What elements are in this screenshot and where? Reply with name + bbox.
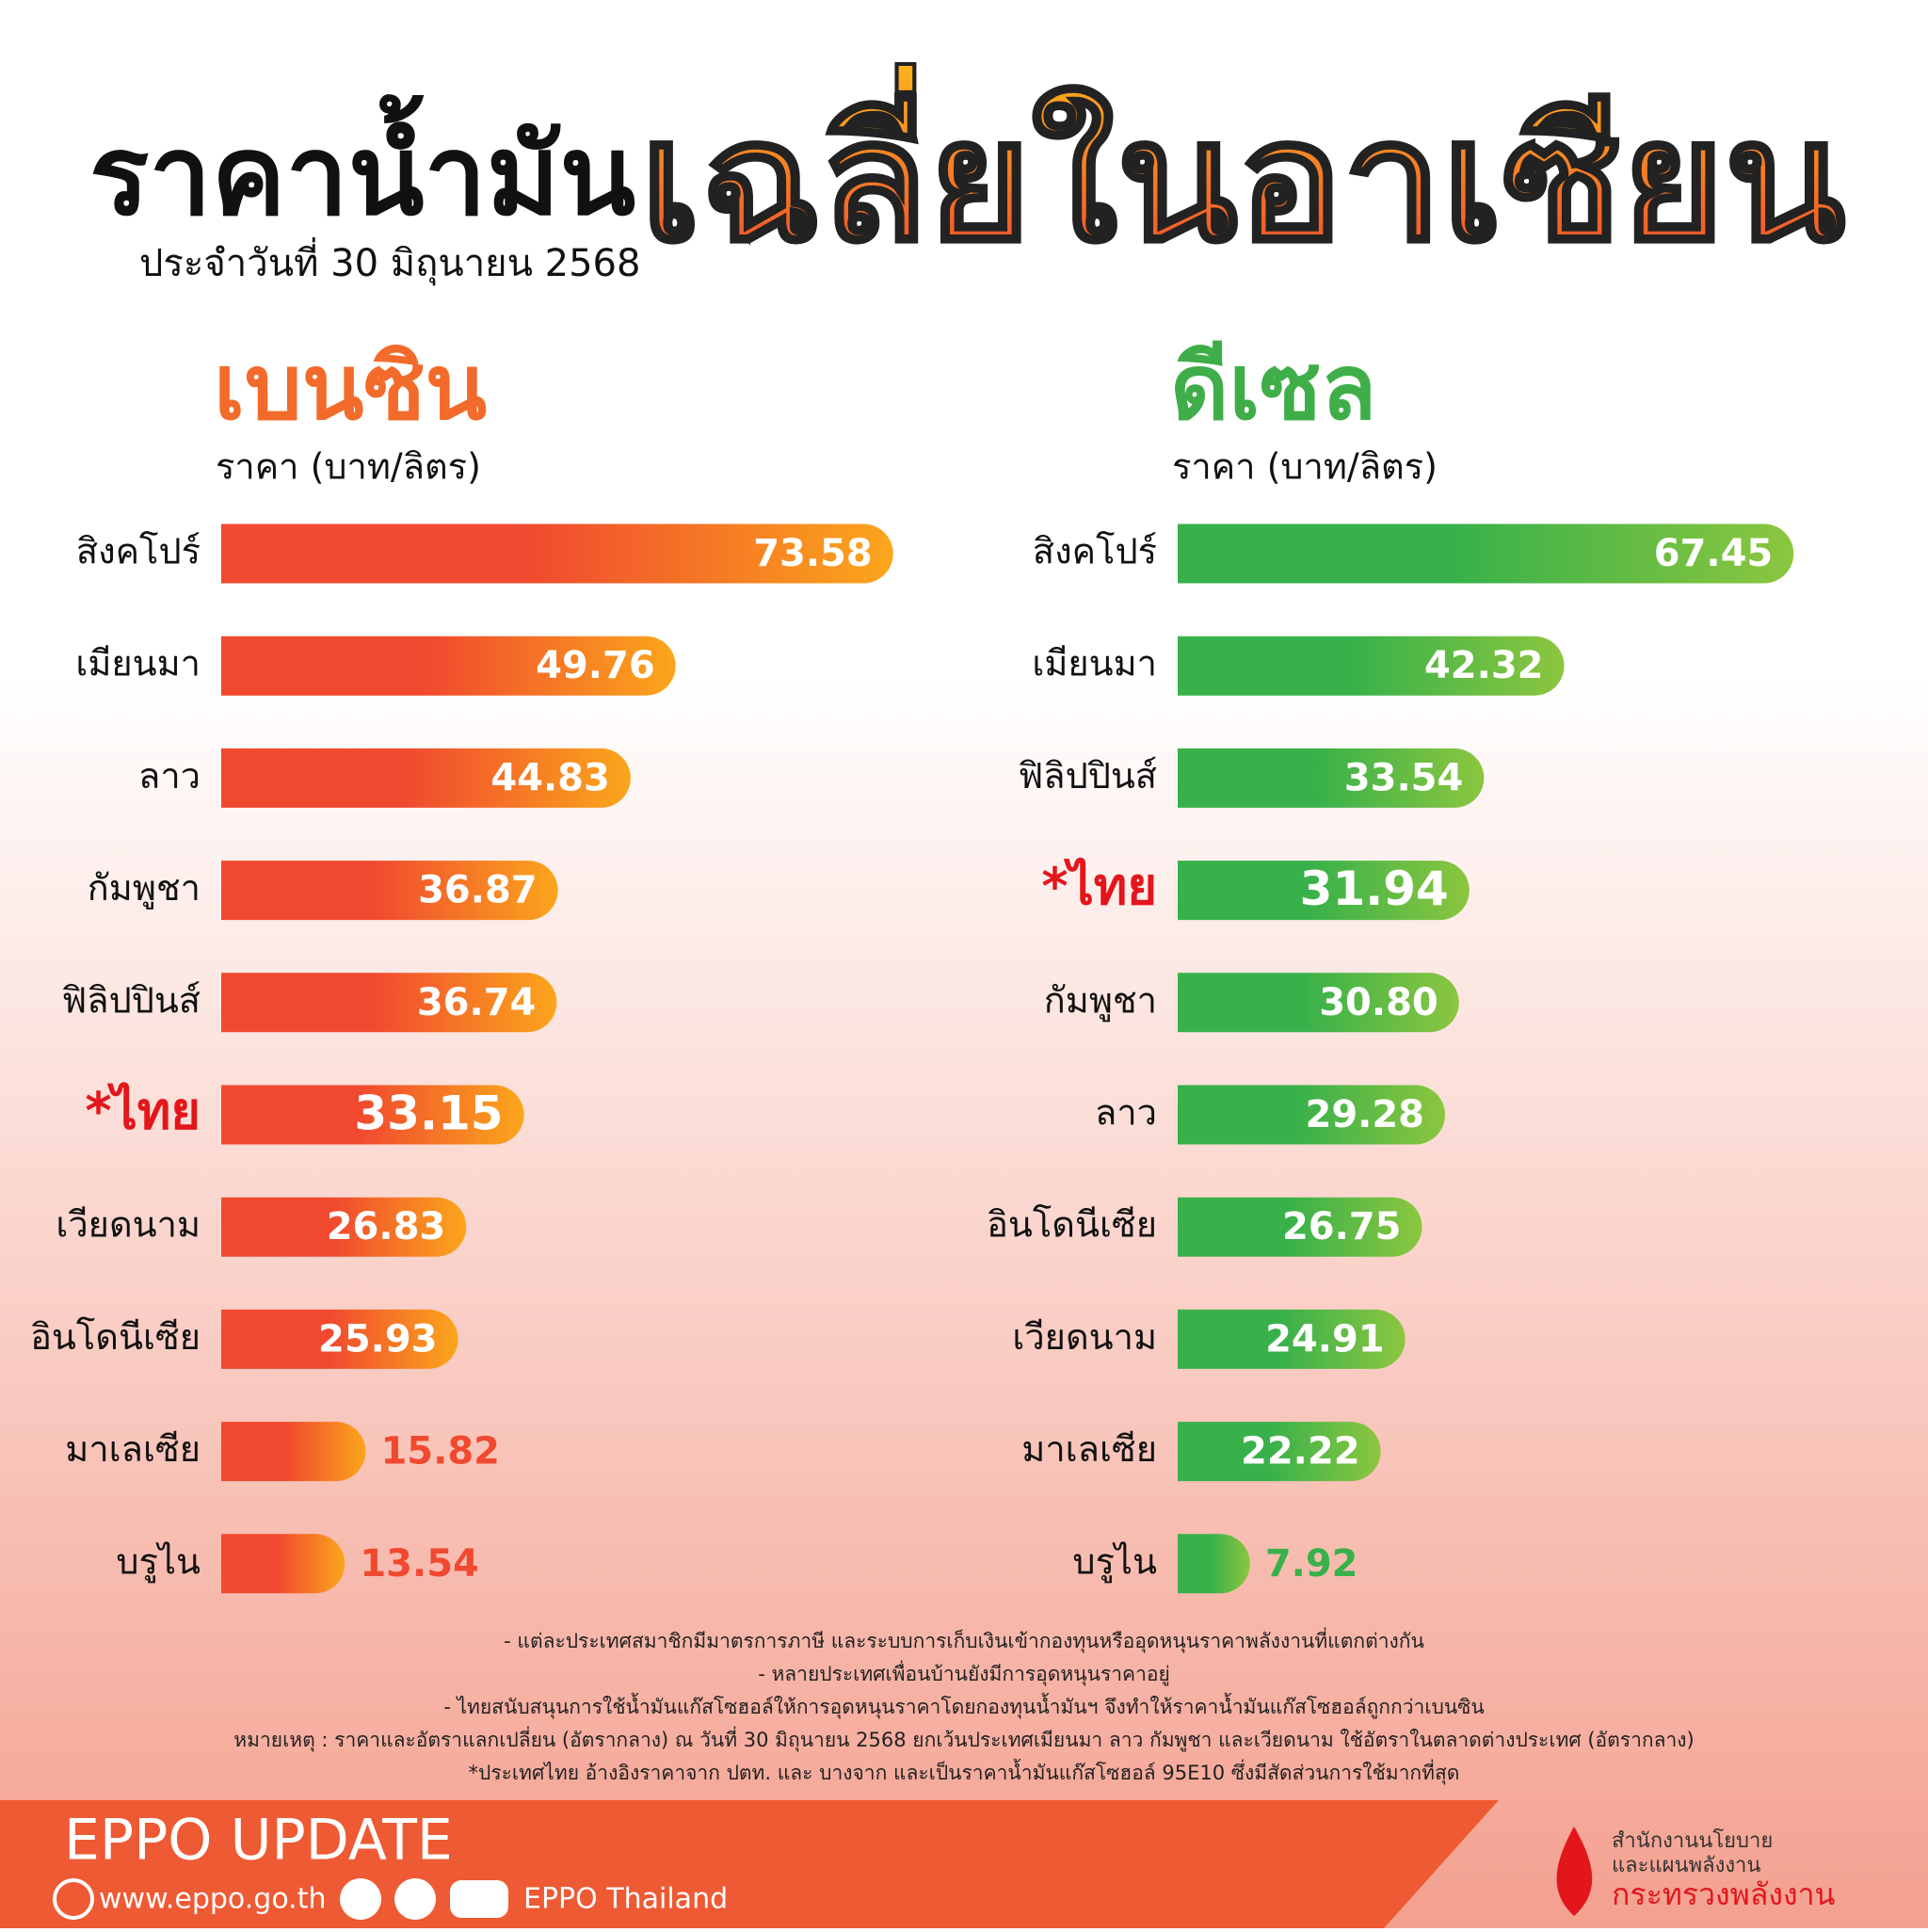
category-label: *ไทย [1041,857,1157,916]
category-label: เวียดนาม [1012,1316,1157,1358]
bar [221,1085,524,1145]
facebook-icon [340,1878,381,1920]
date: ประจำวันที่ 30 มิถุนายน 2568 [139,237,640,286]
value-label: 49.76 [536,644,655,687]
category-label: เวียดนาม [56,1204,201,1246]
category-label: อินโดนีเซีย [30,1316,201,1358]
title-part2: เฉลี่ยในอาเซียน [640,64,1845,279]
note-line: หมายเหตุ : ราคาและอัตราแลกเปลี่ยน (อัตรา… [233,1726,1694,1752]
value-label: 36.87 [418,869,538,912]
youtube-icon [450,1880,508,1918]
bar [1178,748,1485,808]
bar [1178,1422,1381,1482]
value-label: 24.91 [1265,1317,1385,1360]
category-label: บรูไน [116,1540,201,1583]
bar [221,748,631,808]
category-label: *ไทย [85,1082,201,1141]
value-label: 25.93 [318,1317,438,1360]
footer-social: EPPO Thailand [523,1883,728,1916]
bar [1178,636,1565,696]
bar [1178,973,1459,1033]
bar [221,1197,467,1257]
category-label: สิงคโปร์ [76,531,201,572]
category-label: กัมพูชา [1044,979,1157,1022]
category-label: กัมพูชา [88,867,201,910]
bar [1178,1197,1422,1257]
bar [221,861,558,921]
chart-subtitle: ราคา (บาท/ลิตร) [1172,446,1438,488]
value-label: 29.28 [1305,1093,1424,1136]
value-label: 42.32 [1424,644,1544,687]
footer-website: www.eppo.go.th [99,1883,326,1916]
note-line: - หลายประเทศเพื่อนบ้านยังมีการอุดหนุนราค… [758,1660,1170,1686]
note-line: *ประเทศไทย อ้างอิงราคาจาก ปตท. และ บางจา… [469,1759,1460,1785]
bar [221,1422,366,1482]
bar [221,636,676,696]
value-label: 15.82 [380,1430,500,1473]
bar [221,523,893,584]
category-label: ลาว [138,755,201,797]
value-label: 13.54 [360,1542,479,1586]
category-label: มาเลเซีย [65,1428,201,1470]
bar [1178,1309,1406,1369]
value-label: 67.45 [1654,532,1774,575]
value-label: 26.75 [1282,1205,1402,1248]
chart-subtitle: ราคา (บาท/ลิตร) [216,446,481,488]
value-label: 7.92 [1265,1542,1358,1586]
category-label: สิงคโปร์ [1033,531,1157,572]
value-label: 26.83 [327,1205,446,1248]
category-label: อินโดนีเซีย [987,1204,1157,1246]
org-line: สำนักงานนโยบาย [1612,1828,1773,1853]
note-line: - ไทยสนับสนุนการใช้น้ำมันแก๊สโซฮอล์ให้กา… [443,1693,1485,1719]
value-label: 22.22 [1241,1430,1360,1473]
globe-icon [53,1878,94,1920]
bar [1178,1085,1446,1145]
chart-title: ดีเซล [1170,334,1376,440]
value-label: 36.74 [417,981,537,1024]
org-logo [1556,1827,1593,1916]
value-label: 73.58 [753,532,873,575]
footer-brand: EPPO UPDATE [64,1808,453,1874]
category-label: ฟิลิปปินส์ [61,979,201,1021]
note-line: - แต่ละประเทศสมาชิกมีมาตรการภาษี และระบบ… [504,1627,1424,1653]
bar [221,1309,458,1369]
category-label: บรูไน [1072,1540,1157,1583]
bar [1178,1534,1250,1594]
bar [1178,861,1470,921]
title-part1: ราคาน้ำมัน [89,94,635,240]
value-label: 33.15 [354,1087,503,1141]
bar [1178,523,1794,584]
twitter-icon [394,1878,436,1920]
org-line: และแผนพลังงาน [1612,1854,1760,1877]
value-label: 44.83 [490,756,610,799]
category-label: เมียนมา [1032,643,1157,684]
value-label: 33.54 [1344,756,1464,799]
bar [221,973,557,1033]
chart-title: เบนซิน [214,334,487,440]
category-label: มาเลเซีย [1021,1428,1157,1470]
value-label: 30.80 [1319,981,1438,1024]
org-line: กระทรวงพลังงาน [1612,1876,1836,1912]
category-label: ลาว [1095,1092,1157,1134]
value-label: 31.94 [1300,861,1449,916]
category-label: ฟิลิปปินส์ [1018,755,1157,797]
notes: - แต่ละประเทศสมาชิกมีมาตรการภาษี และระบบ… [233,1627,1694,1785]
category-label: เมียนมา [75,643,201,684]
bar [221,1534,345,1594]
